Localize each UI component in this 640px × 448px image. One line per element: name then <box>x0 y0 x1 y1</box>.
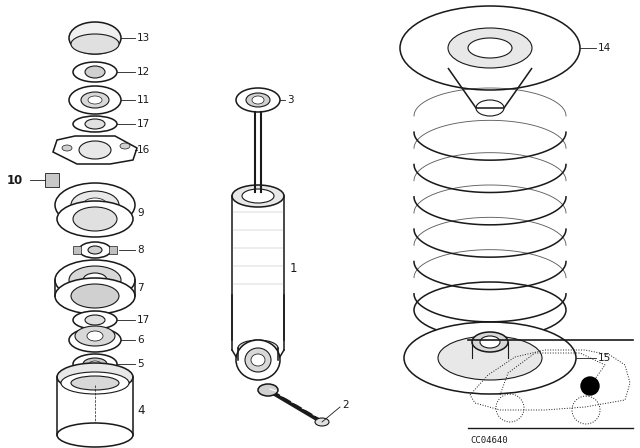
Text: 14: 14 <box>598 43 611 53</box>
Text: 8: 8 <box>137 245 143 255</box>
Ellipse shape <box>438 336 542 380</box>
Ellipse shape <box>88 246 102 254</box>
Ellipse shape <box>79 242 111 258</box>
Text: 7: 7 <box>137 283 143 293</box>
Ellipse shape <box>85 66 105 78</box>
Ellipse shape <box>69 328 121 352</box>
Ellipse shape <box>83 273 107 287</box>
Ellipse shape <box>71 34 119 54</box>
Ellipse shape <box>120 143 130 149</box>
Ellipse shape <box>57 423 133 447</box>
Ellipse shape <box>83 198 107 212</box>
Text: 6: 6 <box>137 335 143 345</box>
Ellipse shape <box>55 183 135 227</box>
Ellipse shape <box>258 384 278 396</box>
Ellipse shape <box>238 352 278 368</box>
Ellipse shape <box>62 145 72 151</box>
Polygon shape <box>53 136 137 164</box>
Text: 12: 12 <box>137 67 150 77</box>
Text: CC04640: CC04640 <box>470 436 508 445</box>
Ellipse shape <box>480 336 500 348</box>
Ellipse shape <box>69 266 121 294</box>
Ellipse shape <box>71 191 119 219</box>
Ellipse shape <box>246 93 270 107</box>
Ellipse shape <box>69 22 121 54</box>
Ellipse shape <box>232 185 284 207</box>
Ellipse shape <box>476 100 504 116</box>
Ellipse shape <box>57 201 133 237</box>
Ellipse shape <box>236 88 280 112</box>
Text: 4: 4 <box>137 404 145 417</box>
Ellipse shape <box>55 278 135 314</box>
Text: 2: 2 <box>342 400 349 410</box>
Ellipse shape <box>414 282 566 338</box>
Text: 16: 16 <box>137 145 150 155</box>
FancyBboxPatch shape <box>73 246 81 254</box>
Ellipse shape <box>252 96 264 104</box>
Ellipse shape <box>81 92 109 108</box>
Ellipse shape <box>87 331 103 341</box>
Ellipse shape <box>71 376 119 390</box>
Text: 10: 10 <box>7 173 23 186</box>
Text: 13: 13 <box>137 33 150 43</box>
Ellipse shape <box>73 62 117 82</box>
Ellipse shape <box>57 363 133 391</box>
Text: 15: 15 <box>598 353 611 363</box>
Text: 17: 17 <box>137 119 150 129</box>
Ellipse shape <box>448 28 532 68</box>
Ellipse shape <box>73 311 117 329</box>
Text: 11: 11 <box>137 95 150 105</box>
Ellipse shape <box>400 6 580 90</box>
Ellipse shape <box>242 189 274 203</box>
Text: 3: 3 <box>287 95 294 105</box>
Ellipse shape <box>71 284 119 308</box>
FancyBboxPatch shape <box>45 173 59 187</box>
Ellipse shape <box>73 116 117 132</box>
Ellipse shape <box>245 348 271 372</box>
Ellipse shape <box>69 86 121 114</box>
FancyBboxPatch shape <box>109 246 117 254</box>
Ellipse shape <box>238 340 278 356</box>
Ellipse shape <box>75 326 115 346</box>
Text: 17: 17 <box>137 315 150 325</box>
Ellipse shape <box>73 207 117 231</box>
Text: 5: 5 <box>137 359 143 369</box>
Ellipse shape <box>85 315 105 325</box>
Ellipse shape <box>472 332 508 352</box>
Ellipse shape <box>61 372 129 394</box>
Circle shape <box>581 377 599 395</box>
Ellipse shape <box>89 361 101 367</box>
Ellipse shape <box>404 322 576 394</box>
Ellipse shape <box>83 358 107 370</box>
Ellipse shape <box>79 141 111 159</box>
Ellipse shape <box>251 354 265 366</box>
Ellipse shape <box>85 119 105 129</box>
Ellipse shape <box>55 260 135 300</box>
Text: 9: 9 <box>137 208 143 218</box>
Ellipse shape <box>236 340 280 380</box>
Ellipse shape <box>73 354 117 374</box>
Ellipse shape <box>315 418 329 426</box>
Ellipse shape <box>468 38 512 58</box>
Text: 1: 1 <box>290 262 298 275</box>
Ellipse shape <box>88 96 102 104</box>
